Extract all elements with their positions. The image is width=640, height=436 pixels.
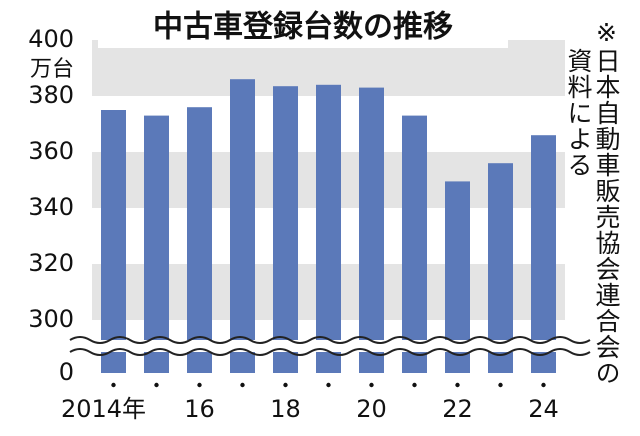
x-tick-dot — [240, 382, 245, 388]
plot-area: 0 300 320 340 360 380 400 2014年 16 18 20 22 24 — [28, 25, 591, 423]
x-tick-dot — [498, 382, 503, 388]
bar — [144, 115, 169, 373]
bar — [230, 79, 255, 373]
x-tick-dot — [283, 382, 288, 388]
bar — [488, 163, 513, 373]
x-tick-label: 2014年 — [61, 395, 146, 423]
axis-break-line — [69, 348, 591, 356]
x-tick-dot — [412, 382, 417, 388]
y-tick-label: 360 — [28, 137, 74, 165]
title-backing — [98, 8, 508, 48]
x-tick-label: 18 — [270, 395, 301, 423]
bar — [273, 86, 298, 373]
x-tick-dot — [154, 382, 159, 388]
source-note: 資料による — [564, 48, 593, 178]
x-tick-dot — [197, 382, 202, 388]
bar — [316, 84, 341, 374]
x-tick-dot — [326, 382, 331, 388]
chart-title: 中古車登録台数の推移 — [153, 10, 453, 45]
x-tick-dot — [111, 382, 116, 388]
bar — [359, 87, 384, 373]
x-tick-dot — [455, 382, 460, 388]
y-tick-label: 320 — [28, 249, 74, 277]
bar — [101, 110, 126, 373]
y-tick-label: 400 — [28, 25, 74, 53]
x-tick-label: 24 — [528, 395, 559, 423]
x-tick-label: 16 — [184, 395, 215, 423]
y-unit: 万台 — [30, 57, 74, 82]
bar — [187, 107, 212, 373]
y-tick-label: 340 — [28, 193, 74, 221]
bar — [531, 135, 556, 373]
x-tick-dot — [541, 382, 546, 388]
y-tick-label: 0 — [59, 358, 74, 386]
axis-break-line — [69, 336, 591, 344]
y-tick-label: 300 — [28, 305, 74, 333]
y-tick-label: 380 — [28, 81, 74, 109]
x-tick-label: 22 — [442, 395, 473, 423]
source-note: ※日本自動車販売協会連合会の — [592, 18, 621, 386]
bar — [402, 115, 427, 373]
x-tick-dot — [369, 382, 374, 388]
x-tick-label: 20 — [356, 395, 387, 423]
